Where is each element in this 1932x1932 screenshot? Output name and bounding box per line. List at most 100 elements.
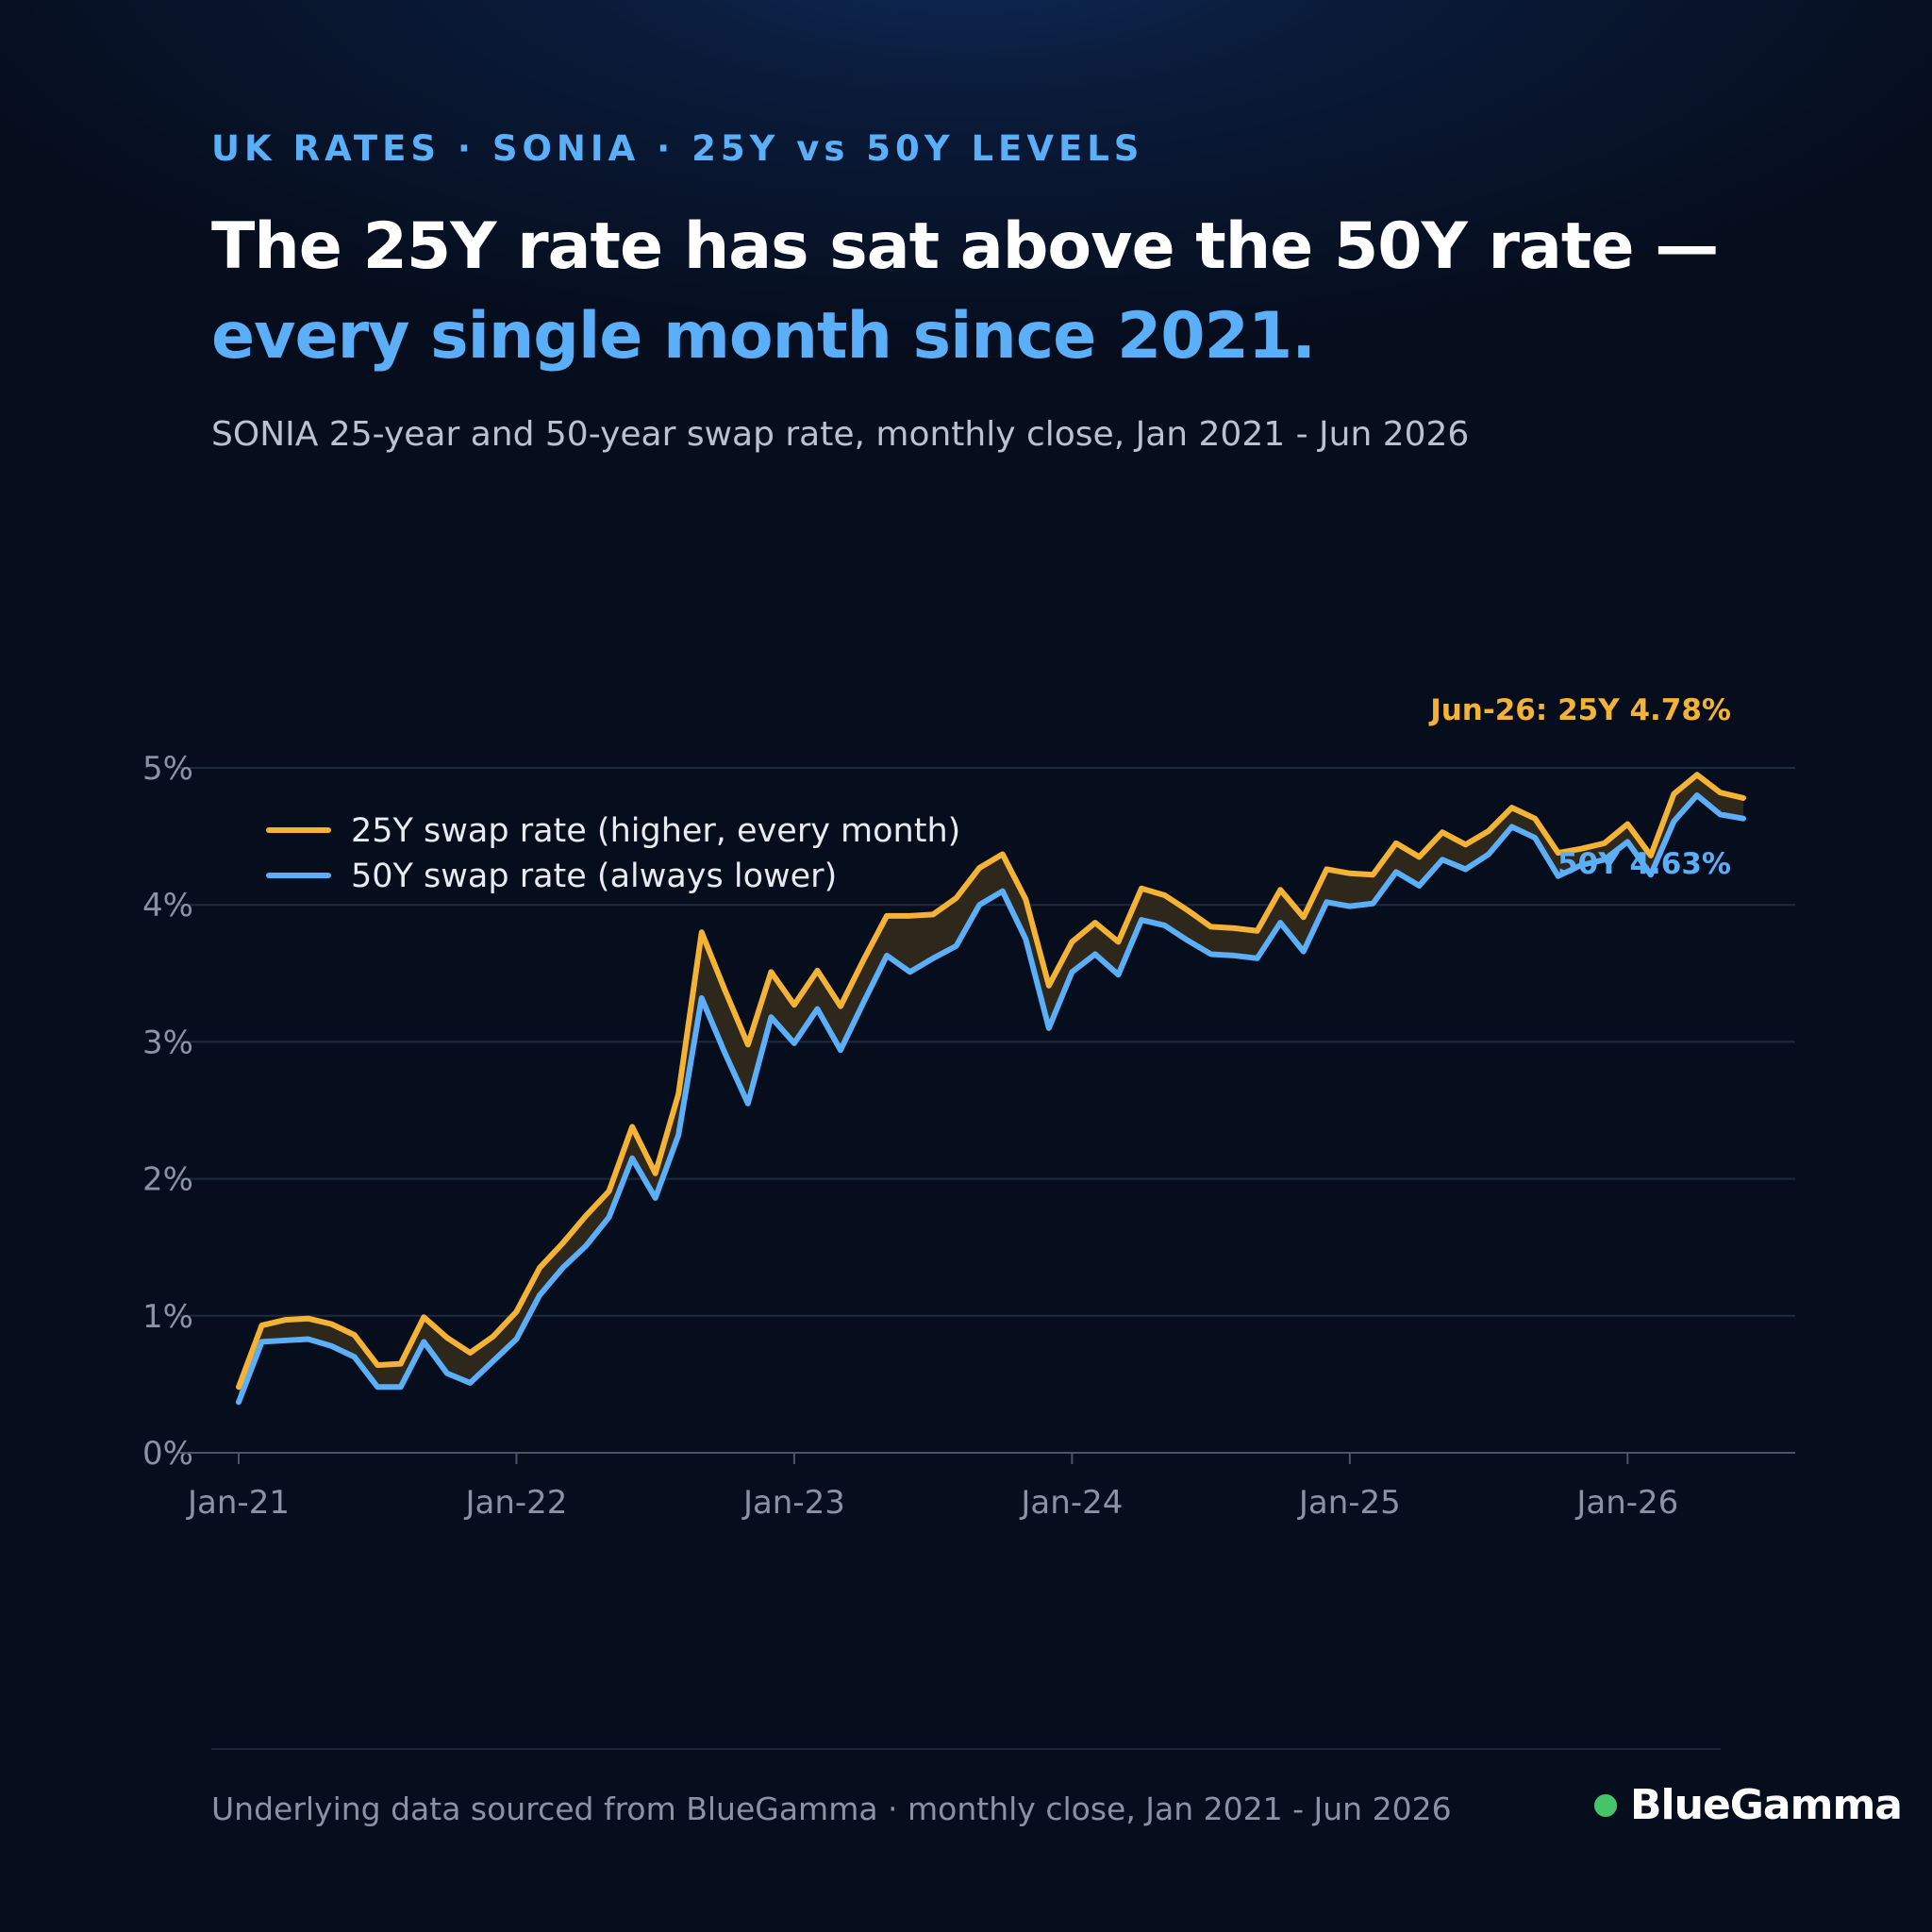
data-point-25y — [675, 1091, 681, 1097]
data-point-25y — [583, 1213, 589, 1219]
data-point-50y — [838, 1047, 843, 1053]
data-point-25y — [306, 1316, 311, 1322]
footer-divider — [211, 1748, 1721, 1750]
data-point-50y — [768, 1014, 774, 1020]
data-point-25y — [1648, 853, 1654, 858]
chart-subtitle: SONIA 25-year and 50-year swap rate, mon… — [211, 415, 1470, 454]
data-point-50y — [328, 1343, 334, 1349]
x-tick-label: Jan-24 — [1019, 1484, 1123, 1522]
data-point-25y — [1092, 920, 1098, 925]
x-tick-label: Jan-21 — [186, 1484, 290, 1522]
data-point-25y — [1231, 925, 1237, 931]
data-point-50y — [1532, 835, 1538, 841]
y-tick-label: 1% — [142, 1298, 193, 1336]
data-point-25y — [537, 1265, 542, 1271]
data-point-50y — [513, 1336, 519, 1341]
data-point-25y — [1255, 928, 1260, 934]
data-point-25y — [1370, 872, 1375, 877]
data-point-50y — [421, 1339, 426, 1344]
y-tick-label: 4% — [142, 887, 193, 924]
data-point-25y — [328, 1322, 334, 1327]
data-point-50y — [236, 1399, 242, 1405]
eyebrow-label: UK RATES · SONIA · 25Y vs 50Y LEVELS — [211, 128, 1144, 169]
data-point-50y — [699, 995, 705, 1001]
data-point-50y — [1648, 872, 1654, 877]
data-point-50y — [1671, 819, 1676, 824]
data-point-50y — [675, 1132, 681, 1138]
data-point-25y — [1277, 887, 1283, 892]
data-point-25y — [768, 969, 774, 974]
x-tick-label: Jan-25 — [1297, 1484, 1401, 1522]
data-point-50y — [537, 1292, 542, 1298]
data-point-25y — [745, 1041, 751, 1047]
data-point-50y — [954, 943, 959, 949]
footer-source: Underlying data sourced from BlueGamma ·… — [211, 1790, 1452, 1827]
x-tick-label: Jan-23 — [741, 1484, 845, 1522]
data-point-25y — [1162, 892, 1168, 898]
data-point-50y — [745, 1101, 751, 1107]
data-point-50y — [1578, 862, 1584, 868]
data-point-25y — [1393, 841, 1399, 846]
data-point-25y — [838, 1004, 843, 1009]
data-point-50y — [1139, 917, 1144, 923]
data-point-25y — [1740, 795, 1746, 801]
y-axis: 0%1%2%3%4%5% — [142, 750, 193, 1473]
data-point-50y — [791, 1041, 797, 1046]
gridlines — [179, 767, 1795, 1317]
data-point-25y — [1624, 822, 1630, 827]
data-point-25y — [1509, 805, 1515, 810]
data-point-25y — [236, 1384, 242, 1390]
data-point-25y — [1532, 816, 1538, 822]
data-point-25y — [861, 957, 867, 962]
data-point-50y — [1092, 951, 1098, 957]
data-point-25y — [954, 895, 959, 901]
data-point-50y — [629, 1156, 635, 1161]
data-point-50y — [282, 1338, 288, 1343]
data-point-50y — [1046, 1025, 1052, 1031]
y-tick-label: 5% — [142, 750, 193, 788]
data-point-25y — [1463, 841, 1469, 847]
x-tick-label: Jan-22 — [463, 1484, 567, 1522]
data-point-50y — [1185, 938, 1191, 943]
data-point-25y — [491, 1334, 496, 1340]
data-point-50y — [1231, 953, 1237, 958]
data-point-50y — [444, 1371, 450, 1376]
end-label-50y: 50Y 4.63% — [1557, 847, 1731, 881]
legend-label-25y: 25Y swap rate (higher, every month) — [351, 812, 960, 850]
data-point-25y — [1578, 846, 1584, 852]
data-point-25y — [699, 929, 705, 935]
legend: 25Y swap rate (higher, every month) 50Y … — [266, 812, 960, 895]
data-point-25y — [1301, 914, 1307, 920]
data-point-50y — [259, 1339, 265, 1344]
data-point-25y — [560, 1241, 566, 1246]
data-point-50y — [375, 1384, 380, 1390]
data-point-25y — [1671, 791, 1676, 797]
brand-logo: BlueGamma — [1594, 1781, 1903, 1829]
data-point-50y — [1208, 951, 1214, 957]
series-points-25y — [236, 772, 1746, 1390]
data-point-25y — [814, 968, 820, 974]
series-line-50y — [236, 792, 1746, 1406]
data-point-50y — [1255, 956, 1260, 961]
data-point-50y — [1162, 923, 1168, 928]
data-point-25y — [1324, 866, 1329, 872]
data-point-50y — [467, 1380, 473, 1386]
data-point-25y — [1694, 772, 1700, 777]
data-point-25y — [930, 911, 936, 917]
data-point-50y — [1069, 969, 1074, 974]
data-point-50y — [884, 953, 890, 958]
data-point-25y — [607, 1189, 612, 1194]
data-point-25y — [375, 1362, 380, 1368]
data-point-50y — [1694, 792, 1700, 798]
data-point-50y — [306, 1336, 311, 1341]
data-point-25y — [1208, 924, 1214, 929]
data-point-50y — [1277, 920, 1283, 925]
data-point-50y — [1301, 949, 1307, 955]
data-point-50y — [491, 1358, 496, 1364]
data-point-50y — [1370, 901, 1375, 907]
data-point-50y — [653, 1195, 658, 1201]
data-point-25y — [1046, 983, 1052, 989]
data-point-25y — [1416, 854, 1422, 859]
series-points-50y — [236, 792, 1746, 1405]
data-point-50y — [1509, 824, 1515, 829]
